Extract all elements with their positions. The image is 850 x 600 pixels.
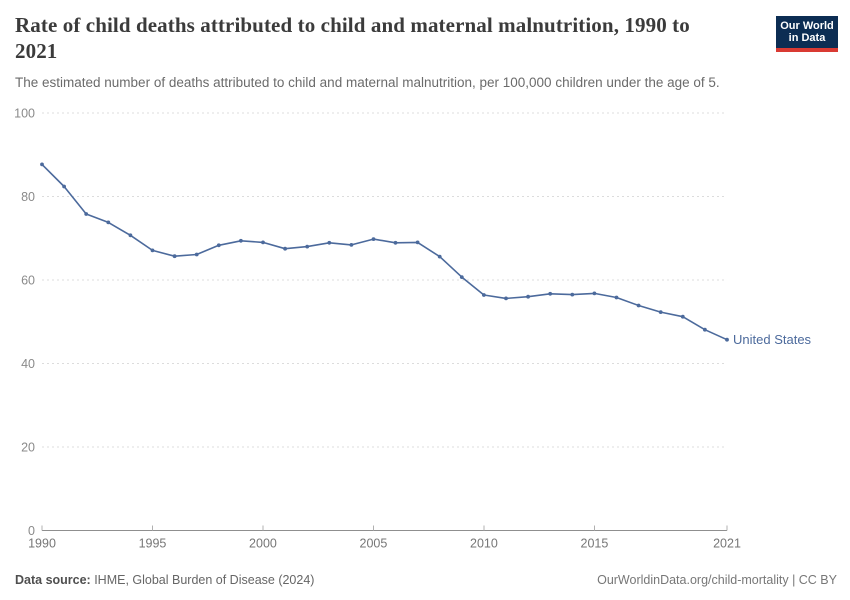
data-source-note: Data source: IHME, Global Burden of Dise… bbox=[15, 573, 314, 587]
data-point[interactable] bbox=[40, 162, 44, 167]
data-point[interactable] bbox=[305, 244, 310, 249]
data-point[interactable] bbox=[150, 248, 155, 253]
data-point[interactable] bbox=[349, 243, 354, 247]
data-point[interactable] bbox=[172, 254, 177, 259]
x-tick-label: 2015 bbox=[581, 537, 609, 551]
data-point[interactable] bbox=[725, 337, 729, 342]
x-tick-label: 2000 bbox=[249, 537, 277, 551]
data-point[interactable] bbox=[504, 296, 508, 301]
data-point[interactable] bbox=[437, 254, 442, 259]
data-point[interactable] bbox=[327, 240, 332, 245]
data-point[interactable] bbox=[570, 292, 575, 297]
data-point[interactable] bbox=[658, 310, 663, 314]
chart-subtitle: The estimated number of deaths attribute… bbox=[15, 75, 720, 90]
data-point[interactable] bbox=[636, 303, 641, 308]
data-point[interactable] bbox=[680, 314, 685, 319]
y-tick-label: 60 bbox=[21, 274, 35, 288]
data-point[interactable] bbox=[459, 275, 464, 279]
y-tick-label: 100 bbox=[14, 107, 35, 121]
data-point[interactable] bbox=[283, 246, 287, 251]
data-line[interactable] bbox=[41, 163, 728, 341]
chart-footer: Data source: IHME, Global Burden of Dise… bbox=[15, 573, 837, 587]
data-point[interactable] bbox=[614, 295, 619, 300]
data-point[interactable] bbox=[526, 294, 530, 299]
data-point[interactable] bbox=[194, 252, 199, 257]
data-point[interactable] bbox=[239, 238, 243, 243]
y-tick-label: 0 bbox=[28, 524, 35, 538]
x-tick-label: 2021 bbox=[713, 537, 741, 551]
data-source-label: Data source: bbox=[15, 573, 91, 587]
data-source-value: IHME, Global Burden of Disease (2024) bbox=[90, 573, 315, 587]
x-tick-label: 2005 bbox=[360, 537, 388, 551]
data-point[interactable] bbox=[371, 237, 376, 242]
data-point[interactable] bbox=[128, 233, 133, 238]
data-point[interactable] bbox=[216, 243, 221, 248]
y-tick-label: 40 bbox=[21, 357, 35, 371]
data-point[interactable] bbox=[106, 220, 111, 225]
data-point[interactable] bbox=[261, 240, 265, 245]
data-point[interactable] bbox=[482, 293, 486, 297]
data-point[interactable] bbox=[592, 291, 597, 296]
series-label-united-states[interactable]: United States bbox=[733, 332, 812, 347]
chart-title: Rate of child deaths attributed to child… bbox=[15, 13, 690, 63]
x-tick-label: 2010 bbox=[470, 537, 498, 551]
y-tick-label: 20 bbox=[21, 441, 35, 455]
data-point[interactable] bbox=[548, 291, 553, 296]
y-tick-label: 80 bbox=[21, 190, 35, 204]
owid-logo-line1: Our World bbox=[780, 19, 834, 32]
data-point[interactable] bbox=[415, 240, 420, 245]
owid-logo-line2: in Data bbox=[788, 32, 826, 44]
data-point[interactable] bbox=[84, 212, 89, 216]
data-point[interactable] bbox=[703, 327, 707, 332]
chart-header: Rate of child deaths attributed to child… bbox=[15, 12, 755, 91]
x-tick-label: 1990 bbox=[28, 537, 56, 551]
x-tick-label: 1995 bbox=[139, 537, 167, 551]
credit-link[interactable]: OurWorldinData.org/child-mortality | CC … bbox=[597, 573, 837, 587]
data-point[interactable] bbox=[62, 184, 66, 189]
data-point[interactable] bbox=[393, 240, 398, 245]
owid-logo[interactable]: Our World in Data bbox=[776, 16, 838, 52]
